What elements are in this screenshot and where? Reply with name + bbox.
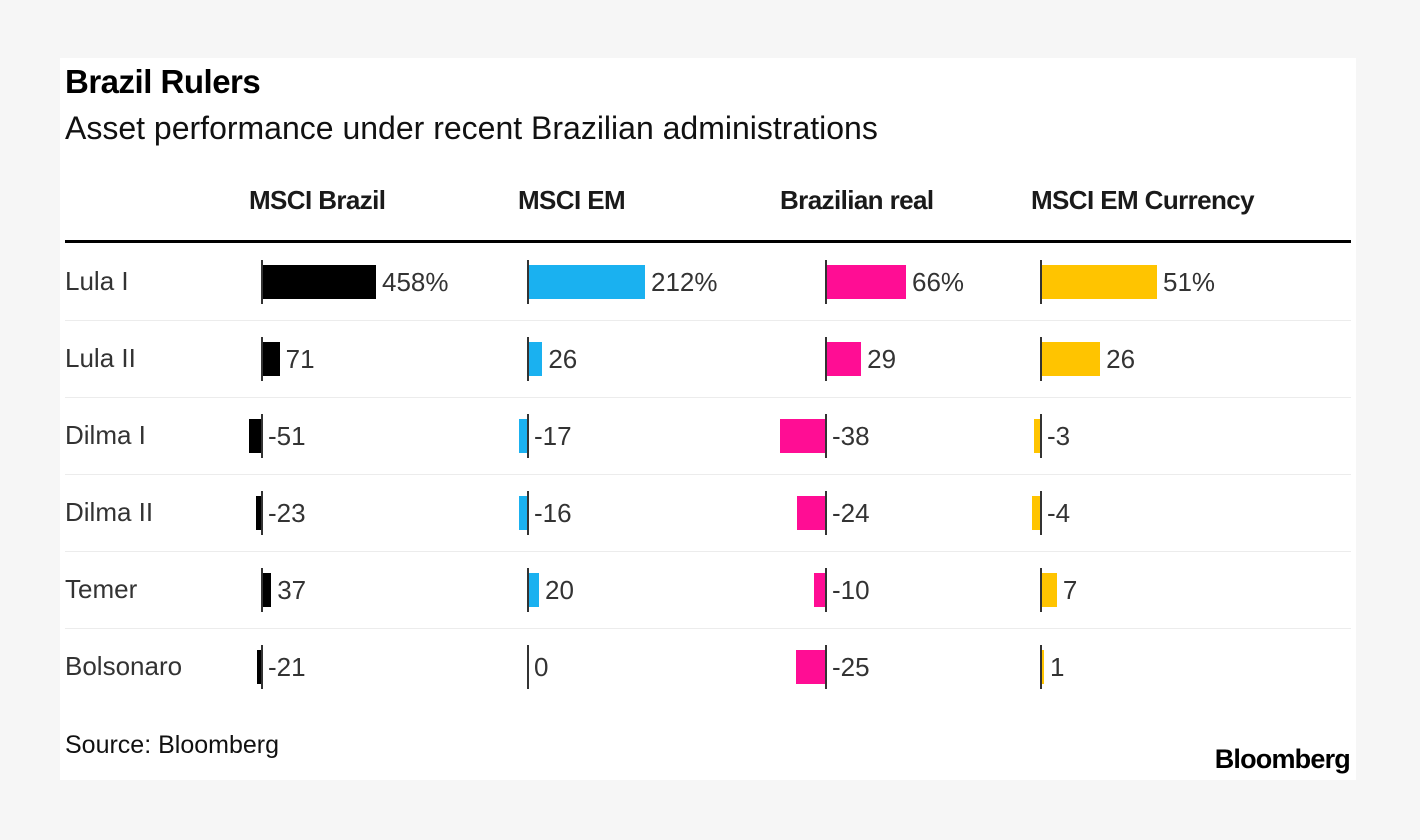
row-separator [65,551,1351,552]
zero-axis-tick [825,336,827,381]
bar [262,572,272,607]
value-label: 212% [651,266,718,297]
chart-subtitle: Asset performance under recent Brazilian… [65,110,878,146]
bar [262,341,280,376]
value-label: 0 [534,651,549,682]
header-rule [65,240,1351,243]
value-label: -10 [832,574,870,605]
value-label: -16 [534,497,572,528]
value-label: -17 [534,420,572,451]
bar [779,418,826,453]
row-label: Lula I [65,266,129,296]
column-header-msci-em: MSCI EM [518,185,626,215]
column-header-brazilian-real: Brazilian real [780,185,934,215]
zero-axis-tick [527,644,529,689]
chart-card [60,58,1356,780]
bar [256,495,262,530]
value-label: 51% [1163,266,1216,297]
value-label: 37 [277,574,307,605]
bar [795,649,826,684]
bar [1034,418,1041,453]
row-separator [65,474,1351,475]
zero-axis-tick [825,490,827,535]
bar [262,264,376,299]
bar [826,264,906,299]
zero-axis-tick [1040,567,1042,612]
zero-axis-tick [825,259,827,304]
value-label: 29 [867,343,897,374]
value-label: 20 [545,574,574,605]
zero-axis-tick [261,644,263,689]
row-label: Dilma I [65,420,146,450]
value-label: 458% [382,266,449,297]
row-label: Temer [65,574,138,604]
zero-axis-tick [527,413,529,458]
bar [1041,341,1101,376]
value-label: 7 [1062,574,1078,605]
zero-axis-tick [261,413,263,458]
bar [528,341,543,376]
zero-axis-tick [527,259,529,304]
value-label: -3 [1047,420,1071,451]
bar [528,264,645,299]
value-label: -25 [832,651,870,682]
zero-axis-tick [527,567,529,612]
value-label: -38 [832,420,870,451]
zero-axis-tick [825,567,827,612]
value-label: 71 [285,343,315,374]
bloomberg-logo: Bloomberg [1214,744,1351,774]
value-label: 66% [912,266,965,297]
bar [1041,264,1157,299]
value-label: -23 [268,497,306,528]
zero-axis-tick [1040,490,1042,535]
bar [813,572,826,607]
row-label: Bolsonaro [65,651,183,681]
zero-axis-tick [825,413,827,458]
chart-title: Brazil Rulers [65,63,261,100]
value-label: 1 [1050,651,1065,682]
zero-axis-tick [261,259,263,304]
zero-axis-tick [261,490,263,535]
value-label: -21 [268,651,306,682]
bar [528,572,540,607]
bar [826,341,862,376]
bar [1031,495,1041,530]
zero-axis-tick [1040,413,1042,458]
zero-axis-tick [1040,336,1042,381]
row-separator [65,628,1351,629]
source-note: Source: Bloomberg [65,731,280,759]
bar [518,418,528,453]
value-label: 26 [548,343,578,374]
bar [519,495,528,530]
zero-axis-tick [261,336,263,381]
zero-axis-tick [1040,259,1042,304]
bar [796,495,826,530]
bar [256,649,262,684]
zero-axis-tick [261,567,263,612]
zero-axis-tick [527,490,529,535]
bar [1041,649,1044,684]
value-label: -24 [832,497,870,528]
column-header-msci-em-currency: MSCI EM Currency [1031,185,1255,215]
value-label: -51 [268,420,306,451]
row-separator [65,397,1351,398]
value-label: 26 [1106,343,1136,374]
bar [249,418,262,453]
zero-axis-tick [527,336,529,381]
row-label: Lula II [65,343,136,373]
zero-axis-tick [1040,644,1042,689]
zero-axis-tick [825,644,827,689]
bar [1041,572,1057,607]
column-header-msci-brazil: MSCI Brazil [249,185,386,215]
row-label: Dilma II [65,497,154,527]
row-separator [65,320,1351,321]
value-label: -4 [1047,497,1071,528]
